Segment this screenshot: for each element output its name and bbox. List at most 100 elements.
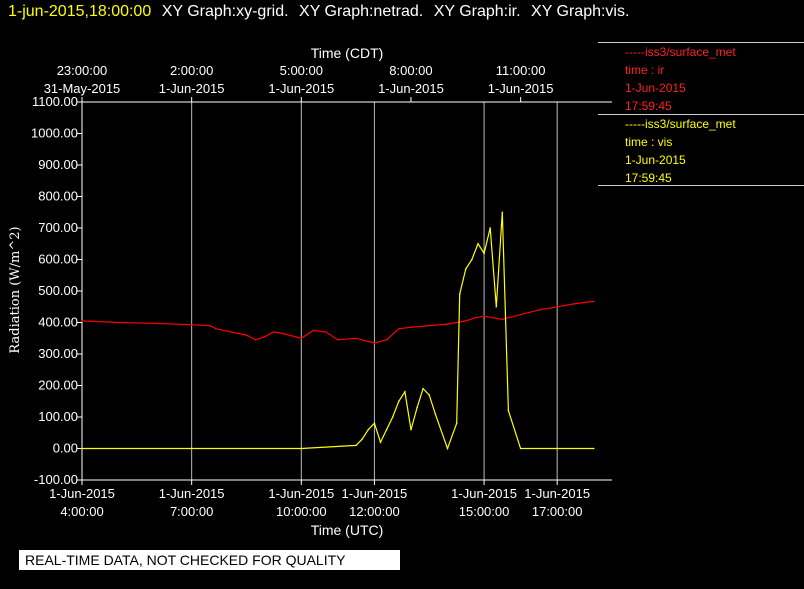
x-axis-label-top: Time (CDT) [311, 45, 384, 61]
legend-ir-date: 1-Jun-2015 [625, 81, 686, 95]
header-title: 1-jun-2015,18:00:00 XY Graph:xy-grid. XY… [8, 3, 629, 21]
data-point-ir [574, 302, 577, 305]
data-point-vis [361, 438, 364, 440]
data-point-ir [273, 331, 275, 333]
x-tick-label-time: 4:00:00 [60, 504, 103, 519]
data-point-ir [245, 334, 248, 336]
x-top-tick-label-date: 1-Jun-2015 [488, 81, 554, 96]
data-point-vis [483, 252, 485, 254]
data-point-ir [410, 326, 412, 329]
legend-ir-time: 17:59:45 [625, 99, 672, 113]
x-tick-label-date: 1-Jun-2015 [159, 486, 225, 501]
graph-label-ir: XY Graph:ir. [433, 3, 521, 20]
x-tick-label-time: 7:00:00 [170, 504, 213, 519]
data-point-ir [312, 329, 315, 332]
data-point-vis [391, 416, 394, 418]
data-point-vis [355, 444, 357, 447]
data-point-ir [355, 337, 357, 340]
legend-vis-source: -----iss3/surface_met [625, 117, 736, 131]
data-point-vis [471, 258, 473, 261]
data-point-vis [507, 409, 510, 412]
data-point-ir [428, 324, 431, 327]
data-point-vis [592, 447, 595, 450]
data-point-vis [367, 428, 370, 431]
legend-vis-date: 1-Jun-2015 [625, 153, 686, 167]
data-point-ir [519, 313, 522, 316]
y-tick-label: 600.00 [38, 252, 78, 267]
series-line-ir [81, 300, 594, 344]
data-point-ir [117, 321, 120, 324]
series-line-vis [82, 212, 594, 451]
legend-ir-field: time : ir [625, 63, 665, 77]
data-point-vis [416, 406, 418, 409]
data-point-ir [154, 322, 156, 325]
y-axis-label: Radiation (W/m^2) [8, 226, 23, 353]
y-tick-label: 1000.00 [31, 126, 78, 141]
x-tick-label-date: 1-Jun-2015 [451, 486, 517, 501]
y-tick-label: 300.00 [38, 346, 78, 361]
timestamp-label: 1-jun-2015,18:00:00 [8, 3, 152, 20]
x-top-tick-label-time: 2:00:00 [170, 63, 213, 78]
graph-label-xy-grid: XY Graph:xy-grid. [161, 3, 289, 20]
x-tick-label-time: 12:00:00 [349, 504, 400, 519]
y-tick-label: 200.00 [38, 378, 78, 393]
y-tick-label: 800.00 [38, 189, 78, 204]
x-tick-label-date: 1-Jun-2015 [342, 486, 408, 501]
data-point-ir [215, 328, 217, 330]
data-point-ir [209, 324, 211, 327]
x-top-tick-label-date: 1-Jun-2015 [268, 81, 334, 96]
x-top-tick-label-date: 1-Jun-2015 [159, 81, 225, 96]
y-tick-label: -100.00 [34, 472, 78, 487]
data-point-ir [81, 320, 83, 322]
data-point-ir [397, 328, 400, 330]
data-point-vis [422, 387, 424, 390]
data-point-ir [501, 318, 504, 321]
graph-label-vis: XY Graph:vis. [531, 3, 630, 20]
data-point-vis [477, 242, 479, 245]
quality-warning-banner: REAL-TIME DATA, NOT CHECKED FOR QUALITY [19, 550, 400, 570]
y-tick-label: 400.00 [38, 315, 78, 330]
data-point-vis [428, 394, 431, 396]
data-point-vis [385, 428, 388, 431]
data-point-ir [474, 316, 476, 319]
x-top-tick-label-time: 11:00:00 [496, 63, 546, 78]
y-tick-label: 900.00 [38, 157, 78, 172]
data-point-vis [495, 305, 498, 308]
data-point-ir [446, 323, 449, 325]
data-point-ir [385, 339, 388, 341]
y-tick-label: 700.00 [38, 220, 78, 235]
legend-vis-field: time : vis [625, 135, 673, 149]
x-top-tick-label-time: 5:00:00 [280, 63, 323, 78]
data-point-vis [434, 413, 437, 415]
x-tick-label-date: 1-Jun-2015 [49, 486, 115, 501]
x-tick-label-time: 10:00:00 [276, 504, 327, 519]
data-point-ir [337, 339, 339, 341]
legend-vis-time: 17:59:45 [625, 171, 672, 185]
data-point-vis [501, 211, 504, 214]
x-top-tick-label-date: 31-May-2015 [44, 81, 121, 96]
data-point-vis [458, 293, 461, 295]
data-point-ir [190, 323, 193, 326]
x-tick-label-time: 15:00:00 [459, 504, 510, 519]
data-point-vis [404, 391, 406, 393]
data-point-ir [538, 309, 540, 311]
graph-label-netrad: XY Graph:netrad. [299, 3, 424, 20]
data-point-vis [300, 447, 303, 450]
legend-ir-source: -----iss3/surface_met [625, 45, 736, 59]
data-point-vis [397, 400, 400, 403]
data-point-vis [446, 447, 449, 450]
data-point-ir [556, 305, 558, 308]
x-tick-label-time: 17:00:00 [532, 504, 583, 519]
data-point-vis [455, 422, 458, 425]
y-tick-label: 500.00 [38, 283, 78, 298]
data-point-vis [81, 447, 83, 450]
data-point-ir [464, 320, 467, 322]
data-point-ir [592, 300, 595, 303]
data-point-vis [489, 227, 491, 229]
data-point-ir [282, 332, 284, 335]
x-top-tick-label-time: 8:00:00 [389, 63, 432, 78]
data-point-ir [483, 315, 485, 318]
data-point-ir [254, 339, 257, 341]
y-tick-label: 100.00 [38, 409, 78, 424]
